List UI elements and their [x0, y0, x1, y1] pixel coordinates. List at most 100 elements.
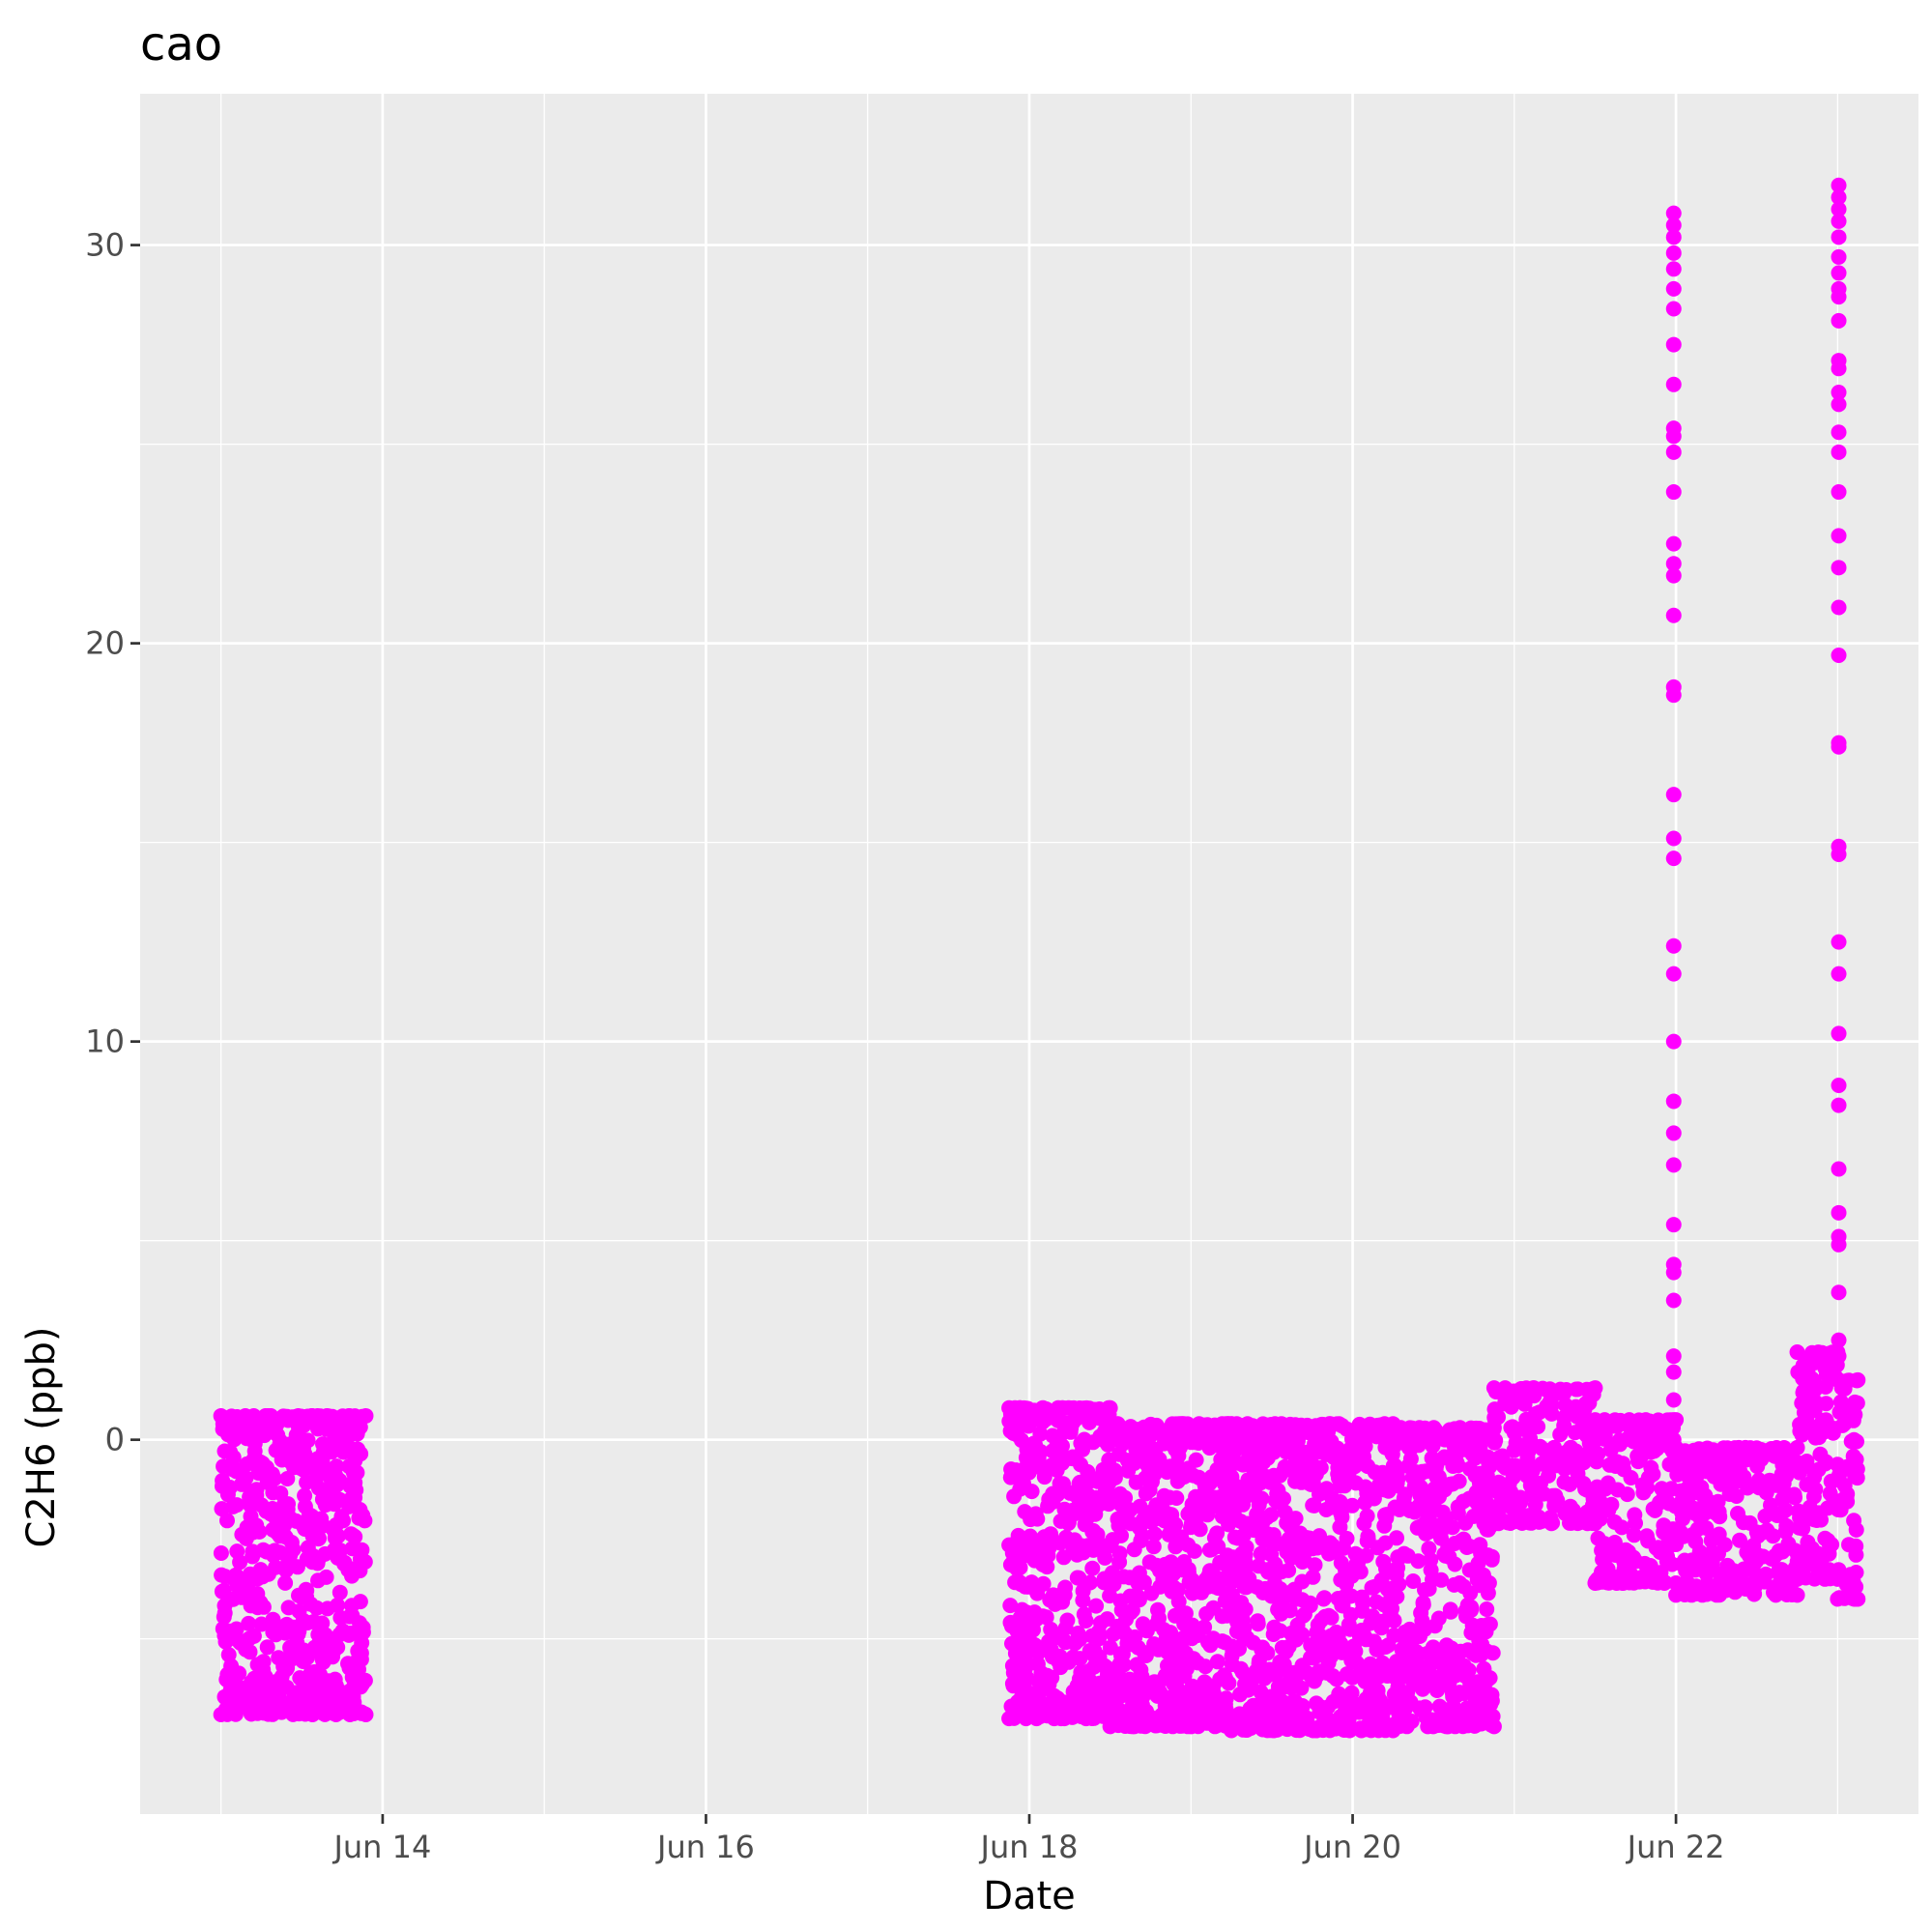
- data-point: [297, 1498, 313, 1514]
- data-point: [1806, 1394, 1823, 1410]
- data-point: [1465, 1508, 1482, 1524]
- data-point: [1479, 1601, 1495, 1617]
- data-point: [1135, 1616, 1151, 1632]
- data-point: [213, 1407, 229, 1424]
- data-point: [1106, 1576, 1122, 1593]
- data-point: [1466, 1717, 1483, 1734]
- x-tick-label: Jun 18: [979, 1829, 1079, 1865]
- data-point: [332, 1491, 348, 1508]
- data-point: [1005, 1426, 1022, 1441]
- data-point: [1059, 1612, 1076, 1629]
- data-point: [327, 1410, 343, 1427]
- data-point: [1486, 1412, 1503, 1427]
- data-point: [1831, 360, 1847, 377]
- data-point: [1345, 1695, 1362, 1712]
- data-point: [1279, 1543, 1295, 1560]
- data-point: [263, 1506, 278, 1522]
- data-point: [1649, 1440, 1665, 1456]
- data-point: [219, 1666, 236, 1683]
- data-point: [1259, 1562, 1276, 1578]
- data-point: [1687, 1586, 1704, 1601]
- data-band: [1789, 1344, 1846, 1587]
- data-point: [1071, 1671, 1087, 1687]
- data-point: [1107, 1470, 1123, 1485]
- data-point: [1373, 1572, 1390, 1588]
- x-tick-label: Jun 16: [655, 1829, 755, 1865]
- data-band: [1485, 1380, 1603, 1532]
- data-point: [1673, 1483, 1688, 1499]
- data-point: [1728, 1488, 1745, 1504]
- data-point: [1054, 1399, 1071, 1416]
- data-point: [1172, 1704, 1189, 1720]
- data-point: [1333, 1572, 1349, 1588]
- data-point: [1469, 1572, 1485, 1588]
- data-point: [1109, 1682, 1124, 1698]
- data-point: [1665, 1292, 1682, 1309]
- data-point: [301, 1411, 317, 1427]
- data-point: [1421, 1541, 1437, 1557]
- data-point: [1270, 1601, 1286, 1618]
- data-point: [1181, 1565, 1197, 1581]
- data-point: [1019, 1405, 1035, 1422]
- data-point: [1260, 1532, 1277, 1548]
- data-point: [1102, 1399, 1118, 1416]
- data-point: [325, 1644, 341, 1660]
- data-point: [1501, 1476, 1517, 1492]
- data-point: [1831, 1458, 1847, 1474]
- data-point: [1665, 787, 1682, 803]
- data-point: [1621, 1543, 1636, 1560]
- data-point: [1191, 1469, 1207, 1485]
- data-point: [1830, 1371, 1846, 1388]
- data-point: [304, 1528, 321, 1544]
- data-point: [1227, 1438, 1244, 1455]
- data-point: [1110, 1665, 1126, 1682]
- data-point: [1102, 1718, 1118, 1735]
- data-point: [1776, 1485, 1793, 1502]
- data-point: [1159, 1464, 1175, 1481]
- data-point: [1831, 1025, 1847, 1042]
- data-point: [1562, 1476, 1578, 1492]
- data-point: [1274, 1639, 1290, 1656]
- data-point: [345, 1464, 361, 1481]
- data-point: [1316, 1425, 1333, 1441]
- data-point: [1123, 1434, 1139, 1451]
- data-point: [1027, 1707, 1044, 1723]
- data-point: [1323, 1609, 1340, 1626]
- data-point: [1708, 1506, 1724, 1521]
- data-point: [1197, 1658, 1214, 1675]
- data-point: [1546, 1439, 1563, 1456]
- data-point: [1168, 1516, 1184, 1533]
- data-point: [1745, 1543, 1762, 1560]
- data-point: [317, 1627, 333, 1643]
- data-point: [1485, 1515, 1502, 1532]
- data-point: [290, 1626, 306, 1642]
- data-point: [1417, 1621, 1432, 1637]
- data-point: [1355, 1595, 1371, 1611]
- data-point: [1236, 1620, 1253, 1636]
- data-point: [1150, 1601, 1166, 1618]
- data-point: [1433, 1572, 1450, 1588]
- data-point: [1306, 1650, 1321, 1666]
- data-point: [1665, 1444, 1682, 1460]
- data-point: [1665, 687, 1682, 704]
- data-point: [1318, 1481, 1335, 1497]
- data-point: [1158, 1630, 1174, 1647]
- data-point: [1024, 1574, 1040, 1591]
- data-point: [1212, 1554, 1228, 1571]
- data-point: [277, 1574, 294, 1591]
- data-point: [1197, 1572, 1214, 1588]
- data-point: [1293, 1474, 1310, 1490]
- data-point: [332, 1609, 349, 1626]
- data-point: [1831, 528, 1847, 544]
- data-point: [1820, 1532, 1836, 1548]
- data-point: [1010, 1622, 1026, 1638]
- data-point: [1305, 1497, 1321, 1514]
- data-point: [1124, 1570, 1140, 1586]
- data-point: [241, 1615, 257, 1631]
- data-point: [344, 1669, 360, 1686]
- data-point: [1234, 1664, 1251, 1681]
- data-point: [1789, 1344, 1805, 1361]
- data-point: [1102, 1639, 1118, 1656]
- data-point: [1145, 1512, 1162, 1528]
- data-point: [1581, 1395, 1598, 1411]
